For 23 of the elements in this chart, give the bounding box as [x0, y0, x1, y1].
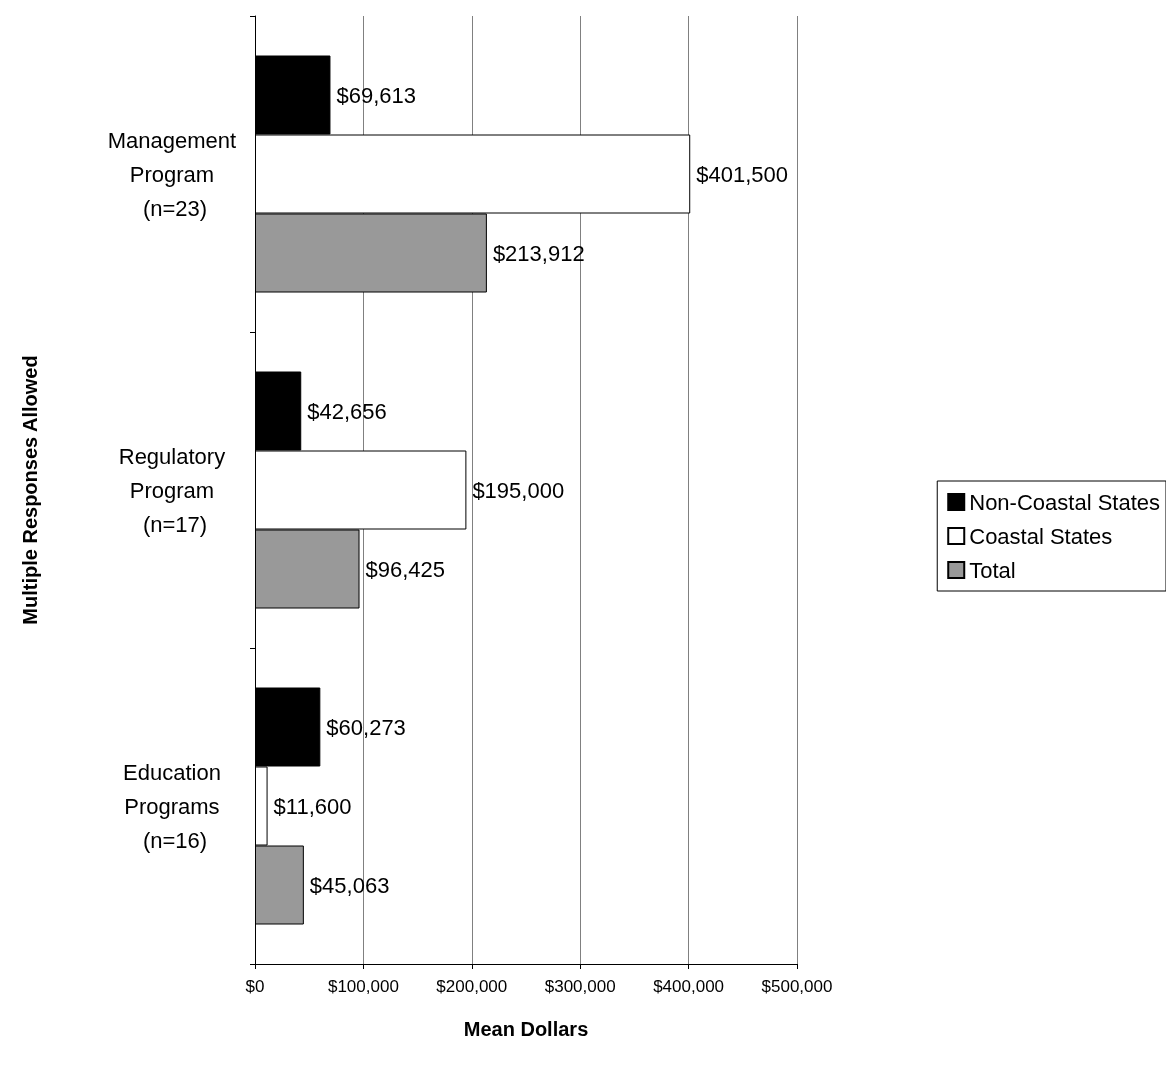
data-label: $42,656: [307, 398, 387, 424]
y-tick-label: Education Programs (n=16): [123, 759, 227, 853]
legend-label: Non-Coastal States: [969, 489, 1161, 515]
y-axis-title: Multiple Responses Allowed: [19, 355, 41, 625]
data-label: $195,000: [472, 477, 565, 503]
x-tick-label: $400,000: [653, 977, 725, 996]
x-axis-title: Mean Dollars: [463, 1018, 589, 1040]
data-label: $11,600: [273, 793, 352, 819]
x-tick-label: $500,000: [761, 977, 833, 996]
data-label: $60,273: [326, 714, 406, 740]
x-tick-label: $300,000: [544, 977, 616, 996]
data-label: $96,425: [365, 556, 446, 582]
data-label: $69,613: [336, 82, 416, 108]
x-tick-label: $200,000: [436, 977, 508, 996]
legend-label: Total: [969, 557, 1016, 583]
y-tick-label: Regulatory Program (n=17): [118, 443, 232, 537]
data-label: $401,500: [696, 161, 788, 187]
data-label: $213,912: [492, 240, 585, 266]
data-label: $45,063: [309, 872, 390, 898]
y-tick-label: Management Program (n=23): [107, 127, 243, 221]
x-tick-label: $0: [245, 977, 265, 996]
x-tick-label: $100,000: [327, 977, 399, 996]
legend-label: Coastal States: [969, 523, 1113, 549]
